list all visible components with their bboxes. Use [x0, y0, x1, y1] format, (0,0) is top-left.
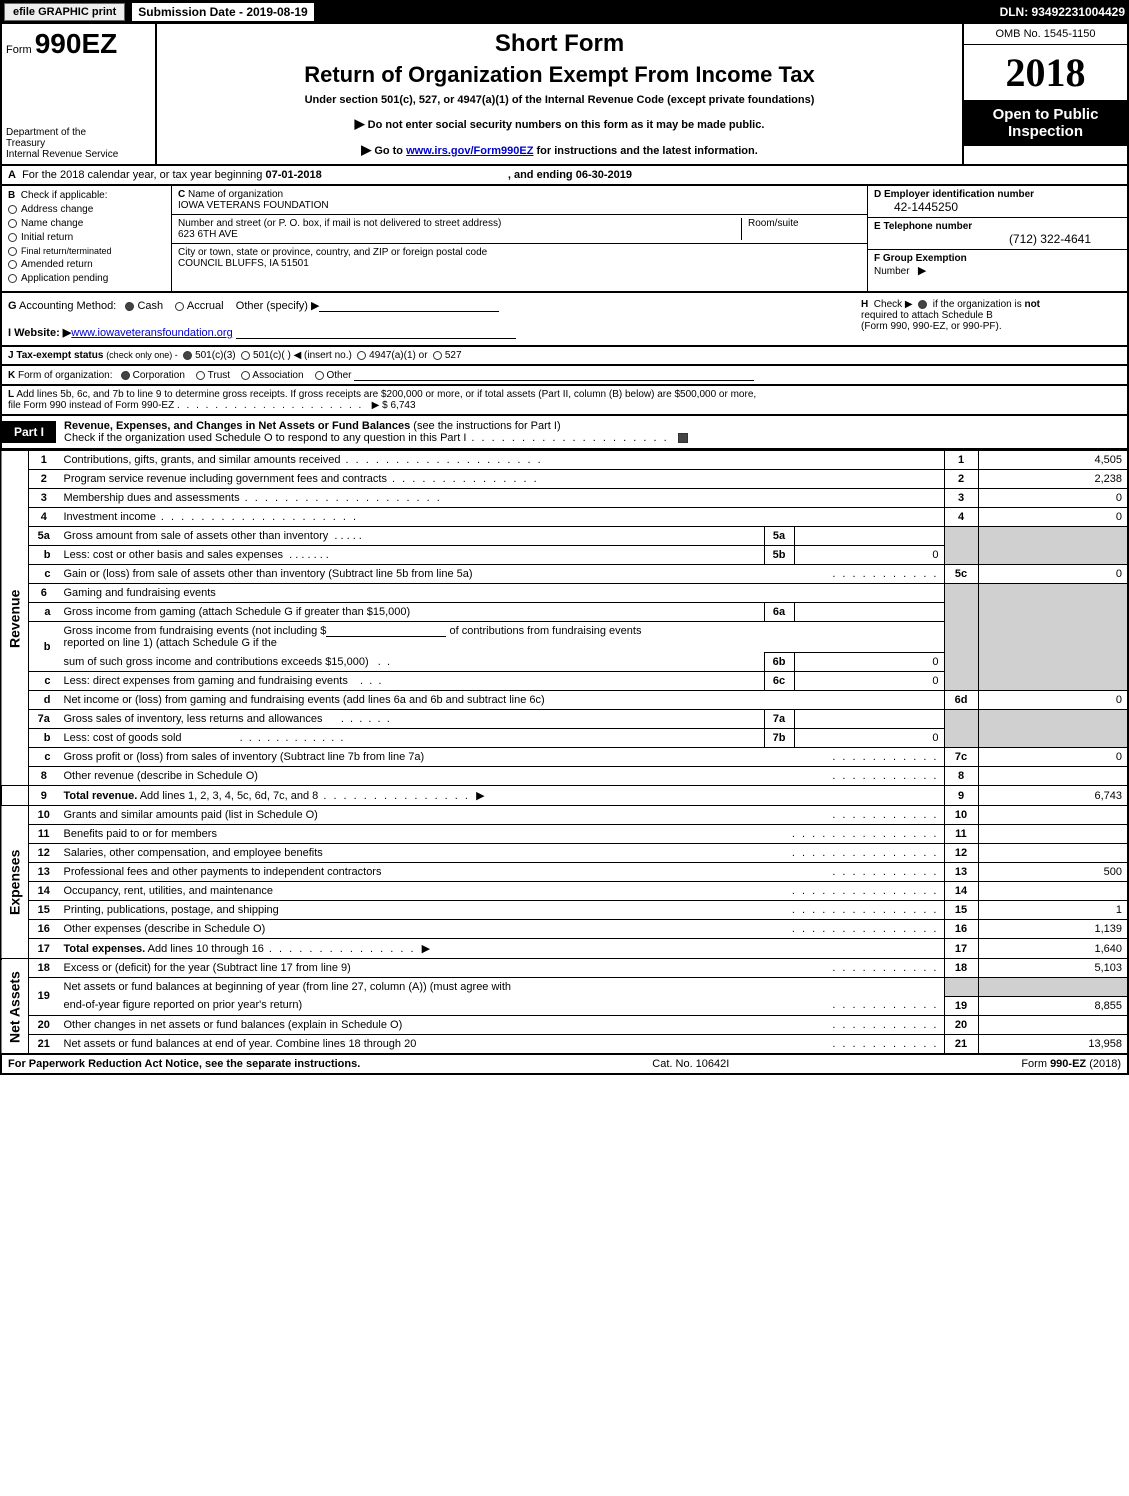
- info-grid: B Check if applicable: Address change Na…: [0, 186, 1129, 293]
- org-city: COUNCIL BLUFFS, IA 51501: [178, 258, 861, 269]
- footer: For Paperwork Reduction Act Notice, see …: [0, 1055, 1129, 1075]
- line-7b-inner: 0: [794, 729, 944, 748]
- 6b-amount-input[interactable]: [326, 625, 446, 637]
- line-10-value: [978, 806, 1128, 825]
- line-12-value: [978, 844, 1128, 863]
- line-5a-inner: [794, 527, 944, 546]
- line-6a-inner: [794, 603, 944, 622]
- corporation-radio[interactable]: [121, 371, 130, 380]
- dept-line1: Department of the: [6, 127, 151, 138]
- section-c: C Name of organization IOWA VETERANS FOU…: [172, 186, 867, 291]
- telephone-value: (712) 322-4641: [874, 232, 1121, 246]
- footer-right: Form 990-EZ (2018): [1021, 1058, 1121, 1070]
- expenses-side-label: Expenses: [1, 806, 29, 959]
- application-pending-radio[interactable]: [8, 274, 17, 283]
- omb-number: OMB No. 1545-1150: [964, 24, 1127, 45]
- goto-prefix: Go to: [374, 145, 406, 157]
- association-radio[interactable]: [241, 371, 250, 380]
- section-j: J Tax-exempt status (check only one) - 5…: [0, 347, 1129, 366]
- open-to-public: Open to Public Inspection: [964, 100, 1127, 146]
- revenue-side-label: Revenue: [1, 451, 29, 786]
- line-13-value: 500: [978, 863, 1128, 882]
- line-17-value: 1,640: [978, 939, 1128, 959]
- part-1-header: Part I Revenue, Expenses, and Changes in…: [0, 416, 1129, 450]
- accrual-radio[interactable]: [175, 302, 184, 311]
- line-6d-value: 0: [978, 691, 1128, 710]
- cash-radio[interactable]: [125, 302, 134, 311]
- dept-line3: Internal Revenue Service: [6, 149, 151, 160]
- group-exemption-arrow-icon: ▶: [918, 265, 926, 277]
- form-name: 990EZ: [35, 28, 118, 59]
- line-5b-inner: 0: [794, 546, 944, 565]
- schedule-b-radio[interactable]: [918, 300, 927, 309]
- line-11-value: [978, 825, 1128, 844]
- form-header: Form 990EZ Department of the Treasury In…: [0, 24, 1129, 166]
- goto-suffix: for instructions and the latest informat…: [533, 145, 757, 157]
- line-19-value: 8,855: [978, 996, 1128, 1015]
- net-assets-side-label: Net Assets: [1, 959, 29, 1054]
- form-prefix: Form: [6, 44, 32, 56]
- line-18-value: 5,103: [978, 959, 1128, 978]
- line-20-value: [978, 1015, 1128, 1034]
- section-k: K Form of organization: Corporation Trus…: [0, 366, 1129, 386]
- line-2-value: 2,238: [978, 470, 1128, 489]
- schedule-o-checkbox[interactable]: [678, 433, 688, 443]
- line-21-value: 13,958: [978, 1034, 1128, 1054]
- submission-date: Submission Date - 2019-08-19: [131, 2, 314, 22]
- line-7c-value: 0: [978, 748, 1128, 767]
- addr-change-radio[interactable]: [8, 205, 17, 214]
- line-7a-inner: [794, 710, 944, 729]
- section-b: B Check if applicable: Address change Na…: [2, 186, 172, 291]
- line-8-value: [978, 767, 1128, 786]
- line-6c-inner: 0: [794, 672, 944, 691]
- short-form-title: Short Form: [163, 30, 956, 58]
- tax-year: 2018: [964, 45, 1127, 100]
- footer-mid: Cat. No. 10642I: [652, 1058, 729, 1070]
- 501c3-radio[interactable]: [183, 351, 192, 360]
- efile-print-button[interactable]: efile GRAPHIC print: [4, 3, 125, 21]
- line-14-value: [978, 882, 1128, 901]
- initial-return-radio[interactable]: [8, 233, 17, 242]
- 4947-radio[interactable]: [357, 351, 366, 360]
- other-specify-input[interactable]: [319, 300, 499, 312]
- return-title: Return of Organization Exempt From Incom…: [163, 62, 956, 88]
- section-d-e-f: D Employer identification number 42-1445…: [867, 186, 1127, 291]
- line-9-value: 6,743: [978, 786, 1128, 806]
- org-name: IOWA VETERANS FOUNDATION: [178, 200, 861, 211]
- amended-return-radio[interactable]: [8, 260, 17, 269]
- org-address: 623 6TH AVE: [178, 229, 741, 240]
- ein-value: 42-1445250: [874, 200, 1121, 214]
- section-l: L Add lines 5b, 6c, and 7b to line 9 to …: [0, 386, 1129, 416]
- top-bar: efile GRAPHIC print Submission Date - 20…: [0, 0, 1129, 24]
- line-4-value: 0: [978, 508, 1128, 527]
- section-a: A For the 2018 calendar year, or tax yea…: [0, 166, 1129, 186]
- goto-link[interactable]: www.irs.gov/Form990EZ: [406, 145, 533, 157]
- part-1-table: Revenue 1 Contributions, gifts, grants, …: [0, 450, 1129, 1055]
- section-g-h-i: G Accounting Method: Cash Accrual Other …: [0, 293, 1129, 347]
- name-change-radio[interactable]: [8, 219, 17, 228]
- footer-left: For Paperwork Reduction Act Notice, see …: [8, 1058, 360, 1070]
- 527-radio[interactable]: [433, 351, 442, 360]
- ssn-warning: Do not enter social security numbers on …: [368, 119, 765, 131]
- line-5c-value: 0: [978, 565, 1128, 584]
- website-link[interactable]: www.iowaveteransfoundation.org: [71, 327, 232, 339]
- line-16-value: 1,139: [978, 920, 1128, 939]
- other-org-radio[interactable]: [315, 371, 324, 380]
- line-3-value: 0: [978, 489, 1128, 508]
- line-6b-inner: 0: [794, 653, 944, 672]
- line-1-value: 4,505: [978, 451, 1128, 470]
- dept-line2: Treasury: [6, 138, 151, 149]
- final-return-radio[interactable]: [8, 247, 17, 256]
- under-section: Under section 501(c), 527, or 4947(a)(1)…: [163, 94, 956, 106]
- trust-radio[interactable]: [196, 371, 205, 380]
- 501c-radio[interactable]: [241, 351, 250, 360]
- dln-number: DLN: 93492231004429: [1000, 5, 1125, 19]
- line-15-value: 1: [978, 901, 1128, 920]
